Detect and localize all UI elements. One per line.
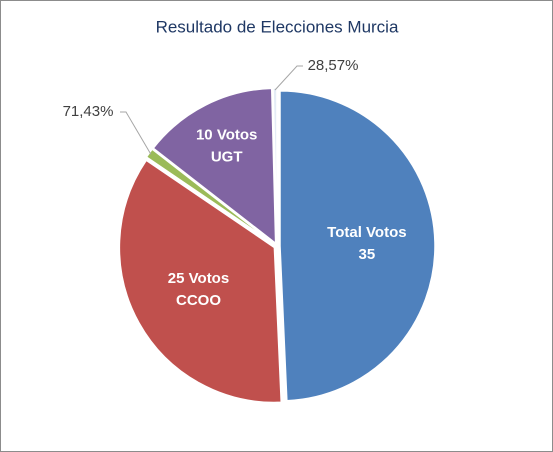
data-label: CCOO bbox=[176, 292, 221, 309]
data-label: 35 bbox=[359, 246, 376, 263]
leader-line bbox=[120, 111, 152, 155]
pie-slice bbox=[152, 87, 277, 245]
chart-title: Resultado de Elecciones Murcia bbox=[156, 17, 399, 36]
leader-line bbox=[274, 65, 303, 91]
pie-slice bbox=[279, 90, 436, 402]
pie-slice bbox=[118, 159, 283, 404]
data-label: 71,43% bbox=[63, 103, 114, 120]
data-label: 25 Votos bbox=[168, 270, 229, 287]
data-label: UGT bbox=[211, 148, 243, 165]
data-label: 28,57% bbox=[308, 57, 359, 74]
data-label: 10 Votos bbox=[196, 126, 257, 143]
pie-slice bbox=[145, 148, 276, 245]
data-label: Total Votos bbox=[327, 224, 406, 241]
